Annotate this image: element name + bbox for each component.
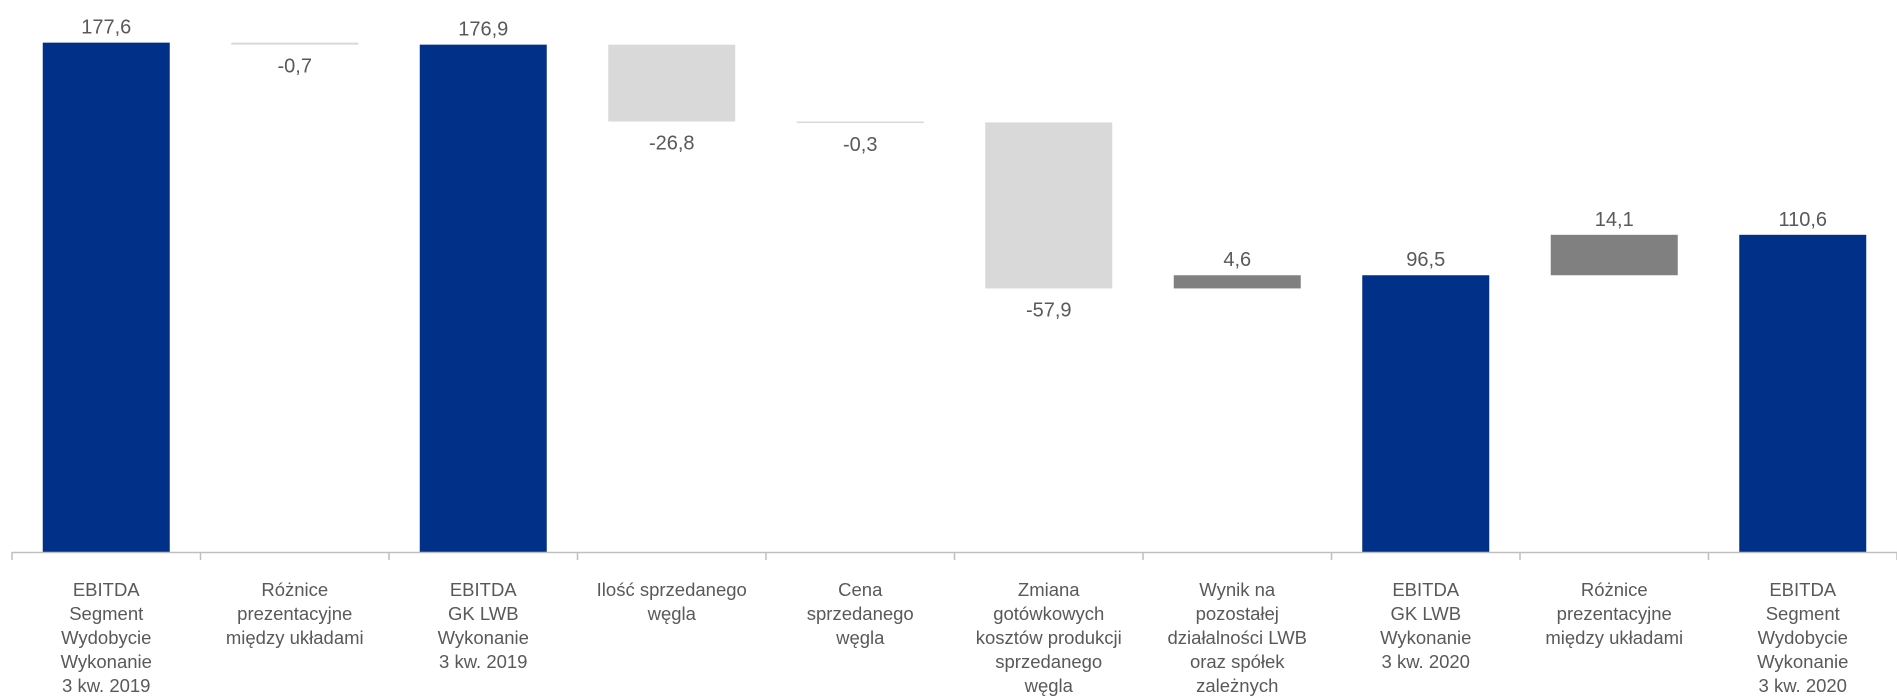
category-label-10: EBITDA Segment Wydobycie Wykonanie 3 kw. 202… bbox=[1757, 579, 1848, 696]
category-label-1: EBITDA Segment Wydobycie Wykonanie 3 kw. 201… bbox=[61, 579, 152, 696]
value-label-1: 177,6 bbox=[81, 17, 131, 39]
bar-9 bbox=[1550, 234, 1678, 276]
bar-4 bbox=[608, 44, 736, 122]
category-labels-group: EBITDA Segment Wydobycie Wykonanie 3 kw. 201… bbox=[61, 579, 1849, 696]
value-label-10: 110,6 bbox=[1778, 209, 1827, 231]
bar-2 bbox=[231, 42, 359, 45]
value-label-2: -0,7 bbox=[278, 56, 312, 78]
value-label-9: 14,1 bbox=[1595, 209, 1634, 231]
value-label-3: 176,9 bbox=[458, 19, 508, 41]
value-label-4: -26,8 bbox=[649, 133, 695, 155]
value-label-7: 4,6 bbox=[1223, 249, 1251, 271]
category-label-9: Różnice prezentacyjne między układami bbox=[1545, 579, 1683, 648]
x-axis bbox=[11, 551, 1897, 560]
bar-10 bbox=[1739, 234, 1867, 553]
category-label-3: EBITDA GK LWB Wykonanie 3 kw. 2019 bbox=[438, 579, 529, 672]
category-label-7: Wynik na pozostałej działalności LWB oraz s… bbox=[1168, 579, 1308, 696]
bar-7 bbox=[1173, 275, 1301, 289]
bar-8 bbox=[1362, 275, 1490, 552]
bar-5 bbox=[796, 121, 924, 124]
bar-6 bbox=[985, 122, 1113, 289]
bar-1 bbox=[42, 42, 170, 552]
value-label-5: -0,3 bbox=[843, 134, 877, 156]
bars-group bbox=[42, 42, 1867, 553]
category-label-8: EBITDA GK LWB Wykonanie 3 kw. 2020 bbox=[1380, 579, 1471, 672]
bar-3 bbox=[419, 44, 547, 553]
value-labels-group: 177,6 -0,7 176,9 -26,8 -0,3 -57,9 4,6 96,5 14,1 1… bbox=[81, 17, 1827, 322]
value-label-8: 96,5 bbox=[1406, 249, 1445, 271]
category-label-5: Cena sprzedanego węgla bbox=[807, 579, 914, 648]
category-label-6: Zmiana gotówkowych kosztów produkcji sprzed… bbox=[976, 579, 1122, 696]
category-label-4: Ilość sprzedanego węgla bbox=[597, 579, 747, 624]
category-label-2: Różnice prezentacyjne między układami bbox=[226, 579, 364, 648]
value-label-6: -57,9 bbox=[1026, 299, 1072, 321]
